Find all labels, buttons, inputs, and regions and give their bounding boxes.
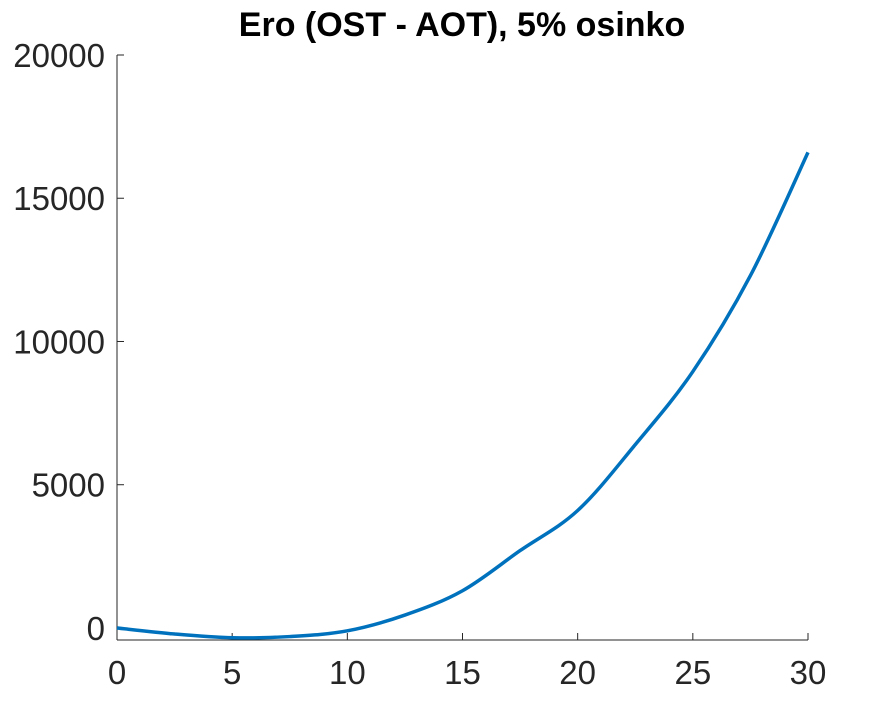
y-tick-label: 10000 bbox=[13, 323, 105, 360]
y-tick-label: 0 bbox=[87, 610, 105, 647]
x-tick-label: 10 bbox=[329, 654, 366, 691]
chart-title: Ero (OST - AOT), 5% osinko bbox=[239, 6, 685, 44]
y-tick-label: 15000 bbox=[13, 180, 105, 217]
x-tick-label: 25 bbox=[674, 654, 711, 691]
x-tick-label: 5 bbox=[223, 654, 241, 691]
x-tick-label: 0 bbox=[108, 654, 126, 691]
series-layer bbox=[116, 151, 810, 640]
data-curve bbox=[116, 151, 810, 640]
x-tick-label: 15 bbox=[444, 654, 481, 691]
axes-layer: 0 5 10 15 20 25 30 0 5000 10000 15000 20000 bbox=[13, 37, 826, 691]
y-tick-label: 20000 bbox=[13, 37, 105, 74]
y-tick-label: 5000 bbox=[32, 467, 105, 504]
x-tick-label: 20 bbox=[559, 654, 596, 691]
x-tick-label: 30 bbox=[790, 654, 827, 691]
